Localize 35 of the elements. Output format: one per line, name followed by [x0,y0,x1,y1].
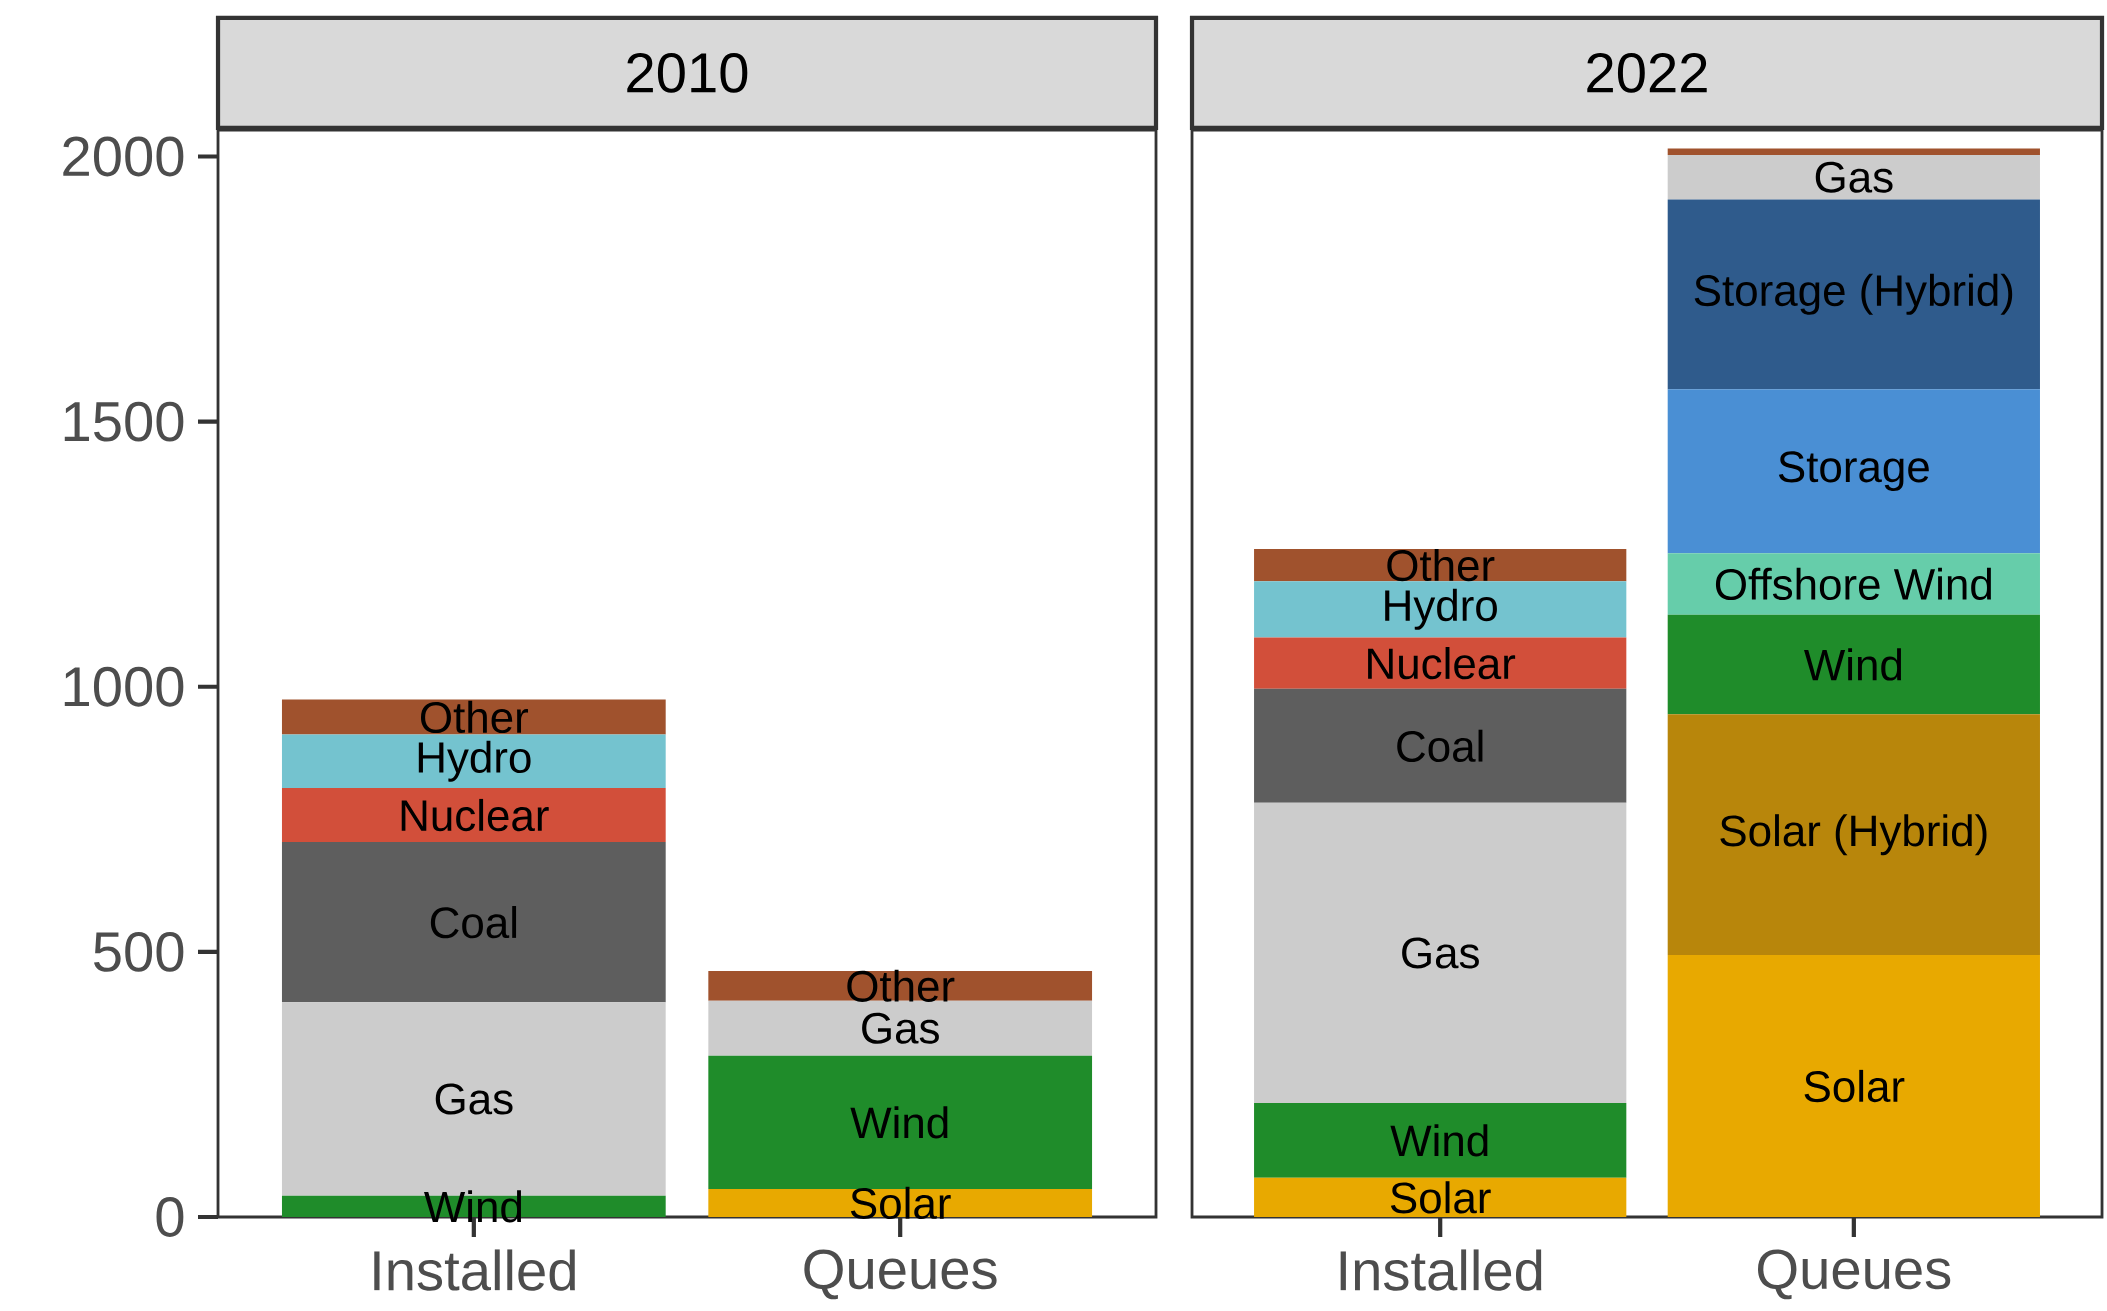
y-tick-label: 1000 [64,666,184,707]
data-label: Offshore Wind [1715,567,1991,601]
chart-title: 2010 [627,52,748,93]
data-label: Solar (Hybrid) [1720,814,1987,856]
y-tick-label: 500 [94,931,184,972]
y-tick-label: 1500 [64,401,184,442]
data-label: Storage [1778,451,1929,492]
data-label: Nuclear [401,798,549,832]
data-label: Storage (Hybrid) [1694,273,2013,315]
x-tick-label: Queues [1758,1249,1951,1300]
data-label: Other [847,969,955,1002]
data-label: Coal [430,906,517,939]
data-label: Wind [424,1190,522,1223]
x-tick-label: Queues [804,1249,997,1300]
data-label: Gas [1815,161,1893,193]
data-label: Hydro [418,740,531,782]
data-label: Other [420,700,529,734]
data-label: Nuclear [1368,646,1516,680]
data-label: Solar [1804,1069,1905,1103]
data-label: Coal [1397,729,1483,763]
data-label: Gas [1402,937,1479,969]
data-label: Hydro [1385,588,1497,630]
data-label: Wind [1390,1124,1488,1157]
data-label: Solar [850,1186,951,1220]
x-tick-label: Installed [1340,1249,1542,1291]
chart-title: 2022 [1587,52,1707,93]
data-label: Gas [862,1012,939,1044]
y-tick-label: 0 [156,1197,184,1237]
data-label: Other [1387,548,1495,582]
y-tick-label: 2000 [63,136,184,177]
data-label: Wind [850,1106,948,1139]
data-label: Gas [435,1083,513,1115]
x-tick-label: Installed [374,1249,575,1291]
data-label: Wind [1804,648,1902,681]
data-label: Solar [1390,1181,1491,1214]
